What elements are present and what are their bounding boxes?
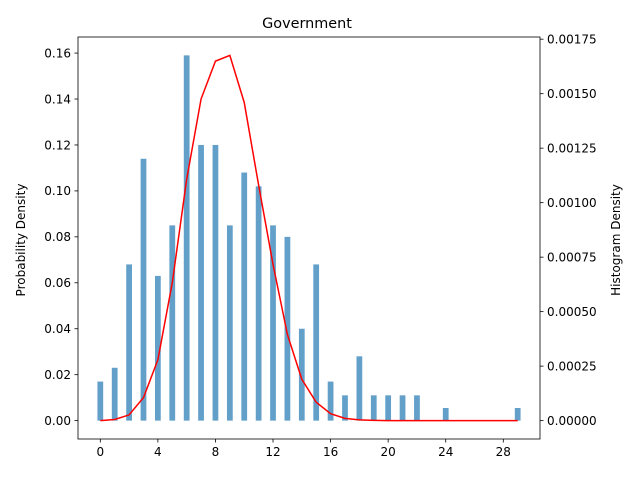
- histogram-bar: [140, 158, 147, 421]
- x-tick-label: 12: [265, 445, 280, 459]
- right-y-tick-label: 0.00125: [547, 141, 597, 155]
- right-y-axis-title: Histogram Density: [609, 184, 623, 296]
- right-y-axis-ticks: 0.00000 0.00025 0.00050 0.00075 0.00100 0.001…: [540, 32, 597, 428]
- x-tick-label: 0: [96, 445, 104, 459]
- histogram-bar: [241, 172, 248, 421]
- histogram-bar: [356, 356, 363, 421]
- left-y-tick-label: 0.12: [44, 138, 71, 152]
- histogram-bar: [442, 407, 449, 421]
- left-y-tick-label: 0.10: [44, 184, 71, 198]
- left-y-tick-label: 0.16: [44, 46, 71, 60]
- x-tick-label: 20: [381, 445, 396, 459]
- x-tick-label: 16: [323, 445, 338, 459]
- histogram-bar: [370, 395, 377, 421]
- x-axis-ticks: 0 4 8 12 16 20 24 28: [96, 439, 511, 459]
- histogram-bar: [284, 236, 291, 421]
- histogram-bar: [298, 328, 305, 421]
- histogram-bar: [183, 55, 190, 421]
- histogram-bar: [198, 144, 204, 421]
- x-tick-label: 4: [154, 445, 162, 459]
- left-y-axis-ticks: 0.00 0.02 0.04 0.06 0.08 0.10 0.12 0.14 0.16: [44, 46, 78, 428]
- right-y-tick-label: 0.00150: [547, 87, 597, 101]
- left-y-tick-label: 0.14: [44, 92, 71, 106]
- histogram-bar: [327, 381, 334, 421]
- histogram-bar: [226, 225, 233, 421]
- left-y-tick-label: 0.04: [44, 322, 71, 336]
- left-y-axis-title: Probability Density: [14, 184, 28, 297]
- right-y-tick-label: 0.00100: [547, 196, 597, 210]
- histogram-bar: [169, 225, 176, 421]
- chart-title: Government: [262, 16, 352, 32]
- histogram-bar: [342, 395, 348, 421]
- x-tick-label: 24: [438, 445, 453, 459]
- histogram-bar: [255, 186, 262, 421]
- histogram-bar: [313, 264, 320, 421]
- right-y-tick-label: 0.00175: [547, 32, 597, 46]
- left-y-tick-label: 0.00: [44, 414, 71, 428]
- x-tick-label: 28: [496, 445, 511, 459]
- histogram-bar: [155, 275, 161, 421]
- histogram-bar: [514, 407, 521, 421]
- right-y-tick-label: 0.00025: [547, 359, 597, 373]
- density-curve: [100, 54, 518, 422]
- histogram-bar: [385, 395, 392, 421]
- x-tick-label: 8: [212, 445, 220, 459]
- histogram-bar: [270, 225, 276, 421]
- right-y-tick-label: 0.00075: [547, 250, 597, 264]
- histogram-bar: [97, 381, 104, 421]
- left-y-tick-label: 0.08: [44, 230, 71, 244]
- histogram-bar: [126, 264, 132, 421]
- left-y-tick-label: 0.02: [44, 368, 71, 382]
- histogram-bar: [212, 144, 219, 421]
- histogram-bar: [399, 395, 406, 421]
- density-line: [100, 54, 518, 422]
- left-y-tick-label: 0.06: [44, 276, 71, 290]
- right-y-tick-label: 0.00050: [547, 305, 597, 319]
- right-y-tick-label: 0.00000: [547, 414, 597, 428]
- histogram-bar: [111, 367, 118, 421]
- plot-frame: [77, 36, 541, 440]
- histogram-bars: [97, 55, 521, 421]
- histogram-bar: [414, 395, 420, 421]
